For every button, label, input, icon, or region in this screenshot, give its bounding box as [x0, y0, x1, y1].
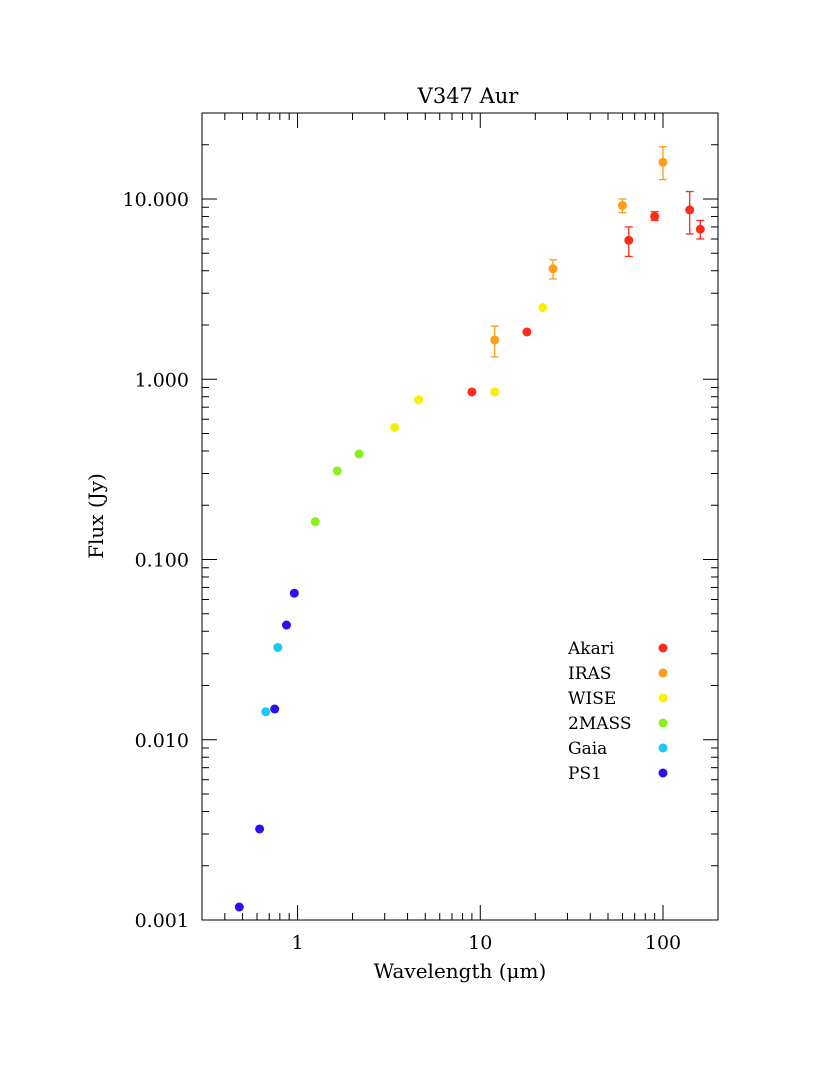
y-tick-label: 0.001	[135, 910, 189, 932]
akari-point	[695, 224, 705, 234]
2mass-point	[310, 517, 320, 527]
legend-label-iras: IRAS	[568, 664, 611, 684]
data-points	[234, 146, 705, 912]
wise-point	[390, 422, 400, 432]
legend-label-wise: WISE	[568, 689, 616, 709]
legend-marker-wise	[658, 693, 668, 703]
plot-frame	[201, 112, 719, 921]
wise-point	[490, 387, 500, 397]
y-tick-label: 0.100	[135, 550, 189, 572]
gaia-point	[273, 642, 283, 652]
ps1-point	[255, 824, 265, 834]
iras-point	[658, 157, 668, 167]
akari-point	[624, 235, 634, 245]
legend-label-akari: Akari	[567, 639, 615, 659]
legend-label-2mass: 2MASS	[568, 714, 632, 734]
ps1-point	[234, 902, 244, 912]
iras-point	[548, 264, 558, 274]
y-tick-label: 1.000	[135, 369, 189, 391]
akari-point	[685, 205, 695, 215]
y-tick-label: 0.010	[135, 730, 189, 752]
x-tick-label: 10	[468, 932, 492, 954]
legend-marker-gaia	[658, 743, 668, 753]
axis-ticks	[201, 112, 719, 921]
legend-marker-akari	[658, 643, 668, 653]
tick-labels: 1 10 100 0.001 0.010 0.100 1.000 10.000	[123, 189, 682, 954]
legend-label-gaia: Gaia	[568, 739, 607, 759]
iras-point	[617, 201, 627, 211]
y-axis-title: Flux (Jy)	[84, 473, 108, 559]
legend-marker-iras	[658, 668, 668, 678]
legend-marker-2mass	[658, 718, 668, 728]
legend-label-ps1: PS1	[568, 764, 602, 784]
akari-point	[467, 387, 477, 397]
2mass-point	[332, 466, 342, 476]
y-tick-label: 10.000	[123, 189, 189, 211]
2mass-point	[354, 449, 364, 459]
gaia-point	[261, 707, 271, 717]
x-axis-title: Wavelength (μm)	[374, 959, 547, 983]
akari-point	[522, 327, 532, 337]
wise-point	[538, 303, 548, 313]
akari-point	[650, 211, 660, 221]
x-tick-label: 1	[291, 932, 303, 954]
wise-point	[414, 395, 424, 405]
legend: Akari IRAS WISE 2MASS Gaia PS1	[567, 639, 668, 784]
legend-marker-ps1	[658, 768, 668, 778]
chart-title: V347 Aur	[417, 84, 520, 108]
x-tick-label: 100	[645, 932, 681, 954]
iras-point	[490, 335, 500, 345]
ps1-point	[289, 588, 299, 598]
ps1-point	[281, 620, 291, 630]
ps1-point	[270, 704, 280, 714]
